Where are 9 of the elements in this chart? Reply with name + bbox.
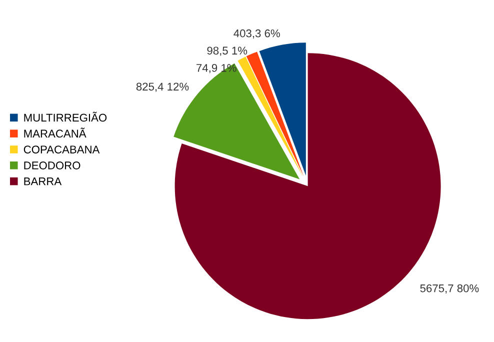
data-label: 403,3 6% — [234, 29, 280, 39]
data-label: 5675,7 80% — [420, 284, 479, 294]
legend-label: DEODORO — [24, 162, 80, 170]
legend-label: BARRA — [24, 178, 62, 186]
legend-label: COPACABANA — [24, 146, 100, 154]
legend-label: MULTIRREGIÃO — [24, 112, 107, 122]
data-label: 825,4 12% — [136, 82, 189, 92]
legend-label: MARACANÃ — [24, 128, 86, 138]
data-label: 98,5 1% — [207, 46, 248, 56]
